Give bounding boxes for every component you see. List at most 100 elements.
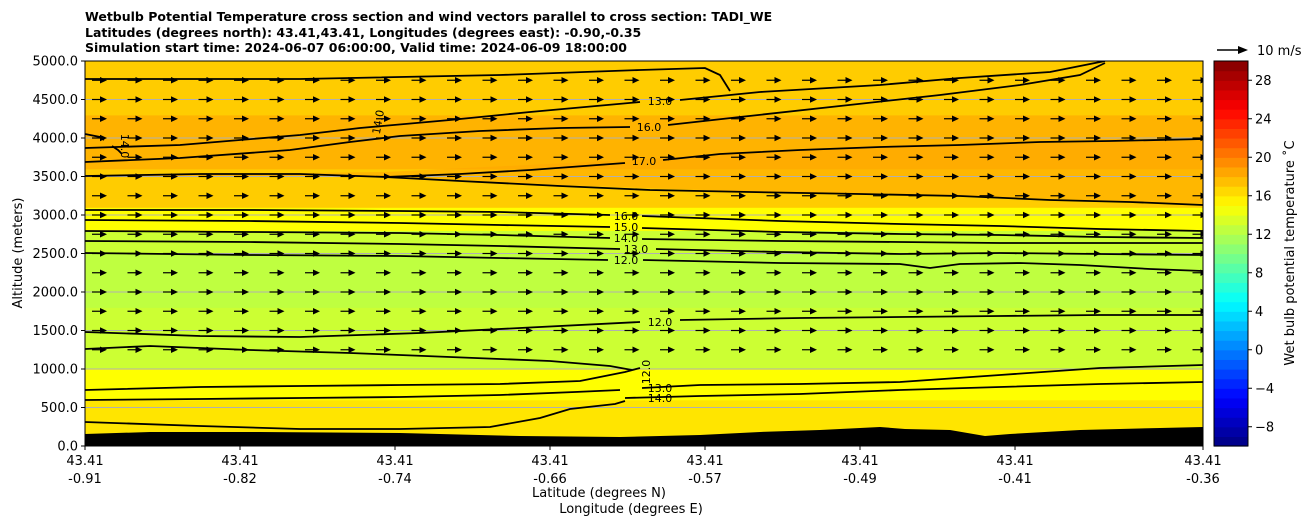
wind-vector xyxy=(376,308,391,315)
colorbar-segment xyxy=(1214,369,1248,380)
x-tick-label-lat: 43.41 xyxy=(686,454,723,469)
wind-vector xyxy=(944,288,959,296)
wind-vector xyxy=(837,134,853,142)
colorbar-segment xyxy=(1214,378,1248,389)
wind-vector xyxy=(305,154,320,161)
wind-vector xyxy=(1050,173,1066,180)
wind-vector xyxy=(908,173,924,180)
wind-vector xyxy=(908,154,924,161)
wind-vector xyxy=(1086,96,1101,103)
wind-vector xyxy=(1121,250,1137,257)
wind-vector xyxy=(1015,288,1030,296)
wind-vector xyxy=(198,211,214,219)
wind-vector xyxy=(979,192,995,199)
x-axis: 43.41 -0.91 43.41 -0.82 43.41 -0.74 43.41 -0.66… xyxy=(66,446,1222,487)
wind-vector xyxy=(1121,134,1137,142)
wind-vector xyxy=(624,269,640,276)
wind-vector xyxy=(163,173,178,180)
wind-vector xyxy=(553,154,569,161)
wind-vector xyxy=(589,134,604,142)
contour-line xyxy=(641,215,1203,232)
wind-vector xyxy=(553,173,569,180)
contour-line xyxy=(641,238,1203,244)
wind-vector xyxy=(944,269,959,276)
wind-vector xyxy=(234,327,249,334)
wind-vector xyxy=(660,115,675,122)
wind-vector xyxy=(269,173,285,180)
wind-vector xyxy=(305,173,320,180)
colorbar-segment xyxy=(1214,118,1248,129)
wind-vector xyxy=(731,250,746,257)
wind-vector xyxy=(1157,96,1172,103)
wind-vector xyxy=(731,134,746,142)
wind-vector xyxy=(92,250,107,257)
wind-vector xyxy=(979,134,995,142)
wind-vector xyxy=(979,269,995,276)
wind-vector xyxy=(411,269,427,276)
wind-vector xyxy=(92,327,107,334)
wind-vector xyxy=(411,308,427,315)
y-tick-label: 3500.0 xyxy=(33,170,79,185)
wind-vector xyxy=(234,154,249,161)
wind-vector xyxy=(731,115,746,122)
wind-vector xyxy=(518,346,533,353)
wind-vector xyxy=(411,211,427,219)
wind-vector xyxy=(163,346,178,353)
wind-vector xyxy=(340,346,356,353)
wind-vector xyxy=(127,173,143,180)
wind-vector xyxy=(1086,134,1101,142)
wind-vector xyxy=(1121,192,1137,199)
x-tick-label-lon: -0.41 xyxy=(998,472,1032,487)
wind-vector xyxy=(1086,173,1101,180)
wind-vector xyxy=(269,346,285,353)
wind-vector xyxy=(624,288,640,296)
wind-vector xyxy=(447,77,462,84)
wind-vector xyxy=(518,308,533,315)
wind-vector xyxy=(1086,269,1101,276)
wind-vector xyxy=(1086,192,1101,199)
wind-vector xyxy=(1192,269,1203,276)
wind-vector xyxy=(589,96,604,103)
colorbar-tick-label: 4 xyxy=(1255,305,1263,320)
wind-vector xyxy=(1157,173,1172,180)
wind-vector xyxy=(1192,308,1203,315)
wind-vector xyxy=(482,288,498,296)
wind-vector xyxy=(340,288,356,296)
y-tick-label: 0.0 xyxy=(57,440,78,455)
contour-line xyxy=(641,364,1203,389)
colorbar-segment xyxy=(1214,272,1248,283)
wind-vector xyxy=(1121,154,1137,161)
wind-vector xyxy=(766,134,782,142)
wind-vector xyxy=(731,231,746,238)
wind-vector xyxy=(873,346,888,353)
wind-vector xyxy=(482,77,498,84)
wind-vector xyxy=(624,96,640,103)
wind-vector xyxy=(305,327,320,334)
colorbar-segment xyxy=(1214,99,1248,110)
wind-vector xyxy=(269,288,285,296)
wind-vector xyxy=(482,115,498,122)
wind-vector xyxy=(553,250,569,257)
wind-vector xyxy=(518,269,533,276)
fill-band xyxy=(85,230,1203,254)
wind-vector xyxy=(837,77,853,84)
wind-vector xyxy=(305,96,320,103)
wind-vector xyxy=(944,134,959,142)
x-tick-label-lon: -0.91 xyxy=(68,472,102,487)
x-tick-label-lon: -0.36 xyxy=(1186,472,1220,487)
wind-vector xyxy=(92,77,107,84)
wind-vector xyxy=(660,173,675,180)
wind-vector xyxy=(482,269,498,276)
wind-vector xyxy=(695,96,711,103)
wind-vector xyxy=(163,288,178,296)
wind-vector xyxy=(731,269,746,276)
wind-vector xyxy=(269,154,285,161)
wind-vector xyxy=(873,327,888,334)
wind-vector xyxy=(1050,115,1066,122)
wind-vector xyxy=(802,154,817,161)
wind-vector xyxy=(127,231,143,238)
wind-vector xyxy=(873,96,888,103)
wind-vector xyxy=(198,231,214,238)
wind-vector xyxy=(695,269,711,276)
wind-vector xyxy=(127,269,143,276)
